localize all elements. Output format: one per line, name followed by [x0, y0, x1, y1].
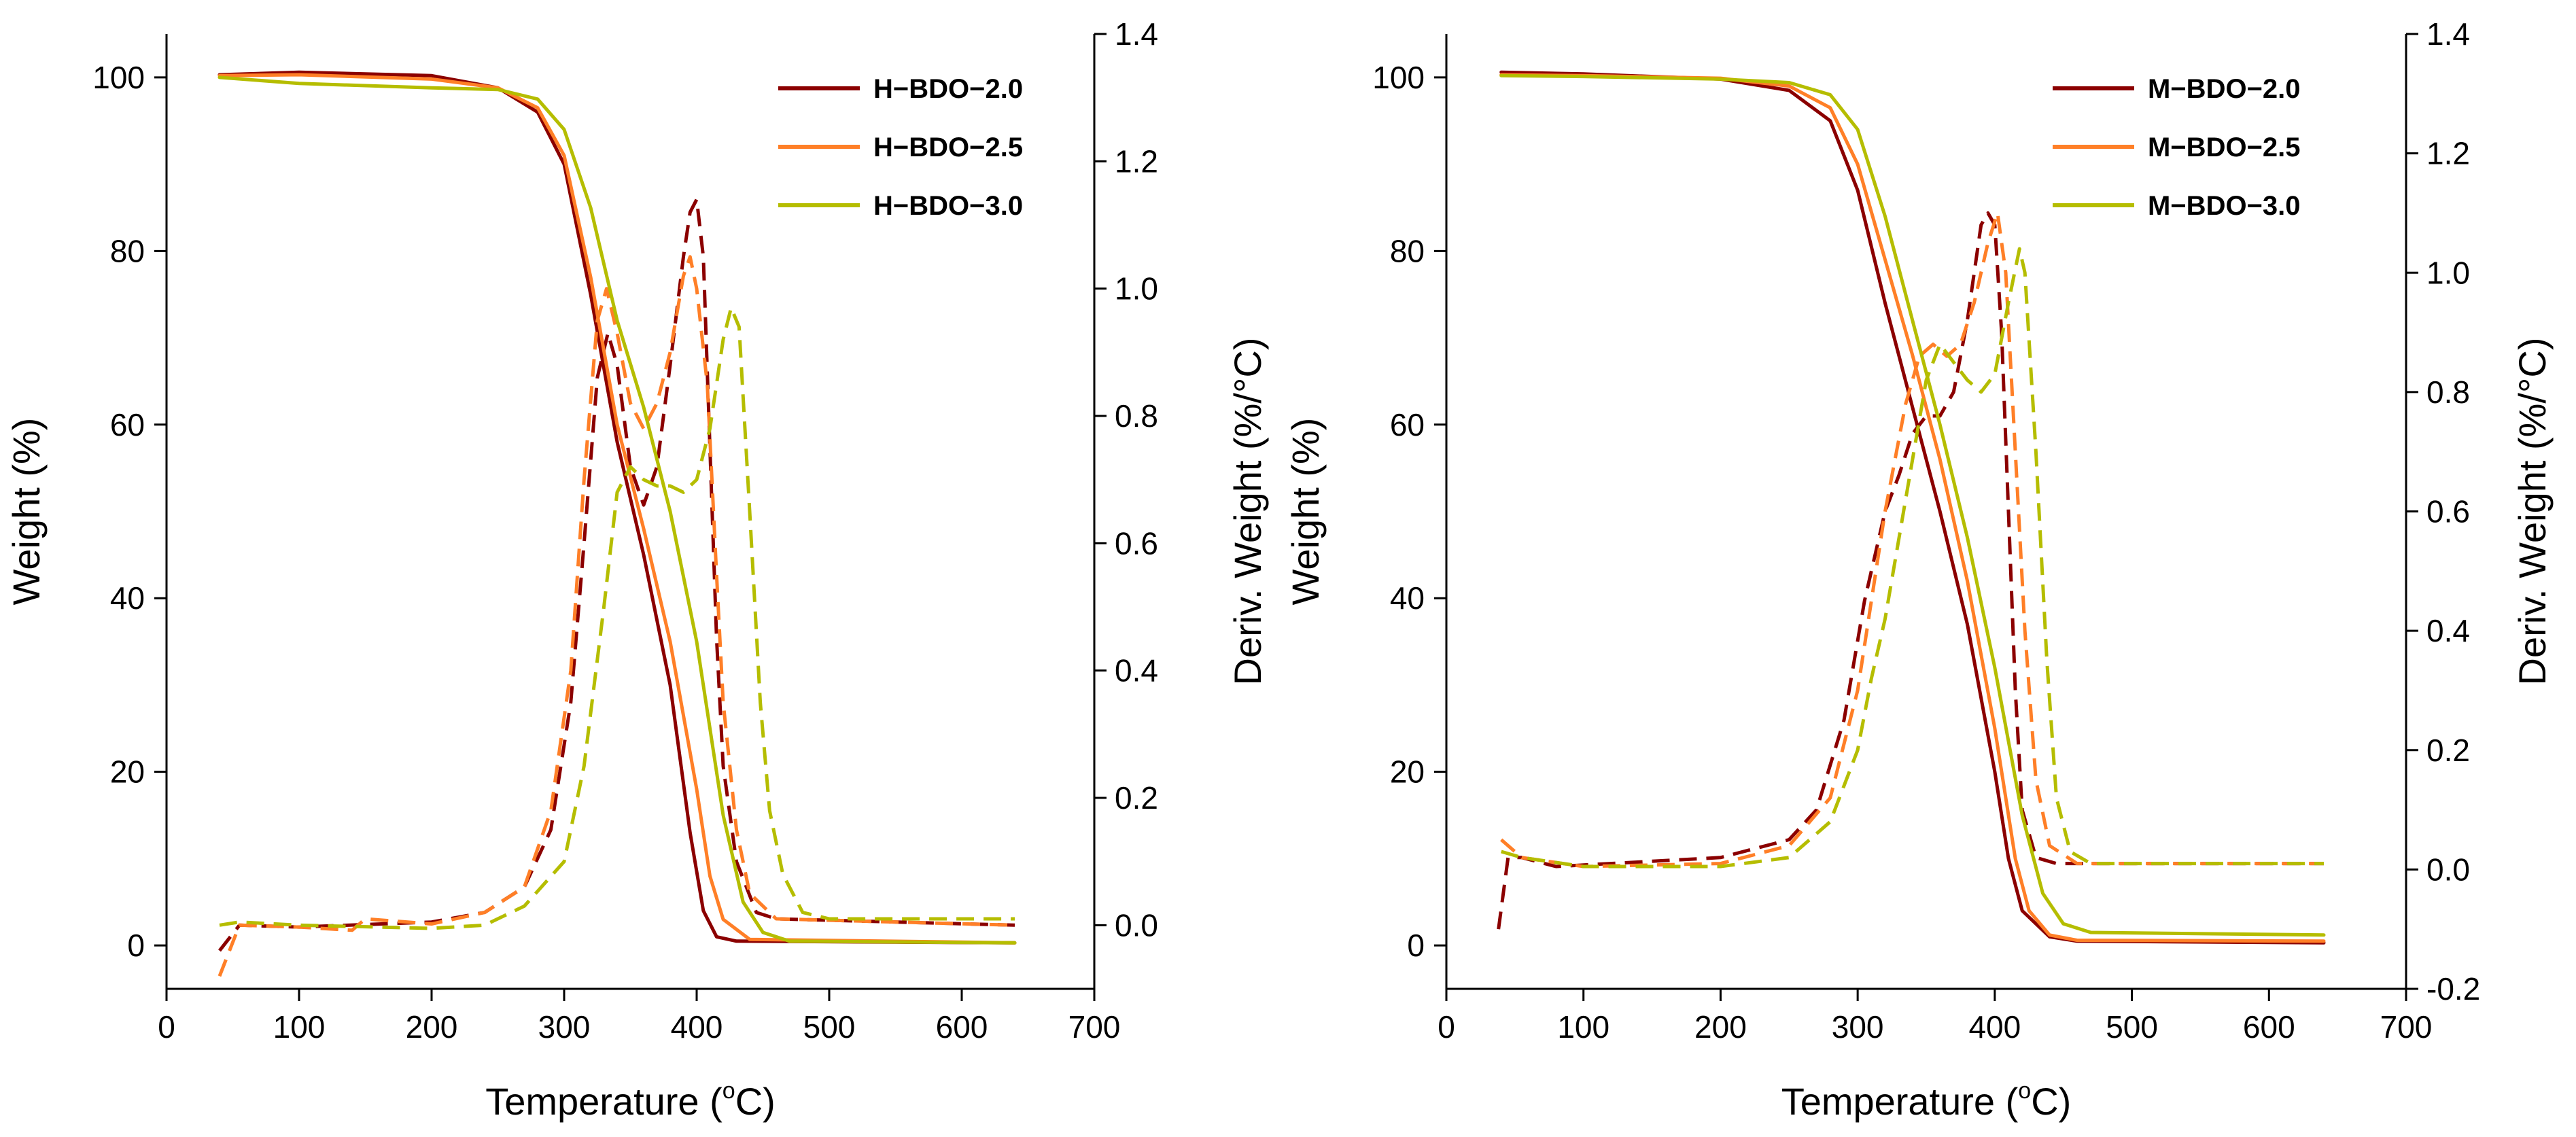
y2-tick-label: 0.8: [1115, 398, 1158, 434]
x-tick-label: 700: [2380, 1009, 2433, 1045]
weight-curve-1: [1499, 70, 2326, 945]
y2-tick-label: 0.6: [2426, 494, 2470, 529]
x-tick-label: 0: [1438, 1009, 1455, 1045]
x-tick-label: 300: [1832, 1009, 1884, 1045]
y-tick-label: 40: [1390, 580, 1425, 616]
x-axis-title: Temperature (oC): [485, 1078, 776, 1123]
y-axis-title: Weight (%): [1284, 418, 1327, 606]
legend-label-1: M−BDO−2.0: [2148, 74, 2301, 104]
weight-curve-3: [1499, 73, 2326, 937]
y-axis-title: Weight (%): [5, 418, 48, 606]
y2-tick-label: 0.4: [1115, 653, 1158, 688]
x-tick-label: 100: [273, 1009, 326, 1045]
y2-tick-label: 0.6: [1115, 525, 1158, 561]
x-tick-label: 700: [1068, 1009, 1121, 1045]
y-tick-label: 60: [110, 407, 145, 442]
y2-tick-label: 0.0: [1115, 907, 1158, 943]
y2-tick-label: 0.0: [2426, 852, 2470, 887]
weight-curve-2: [217, 73, 1017, 945]
x-tick-label: 600: [2243, 1009, 2295, 1045]
y-tick-label: 0: [1407, 928, 1425, 963]
legend-label-1: H−BDO−2.0: [873, 74, 1023, 104]
weight-curve-3: [217, 75, 1017, 945]
y2-tick-label: 0.2: [1115, 780, 1158, 816]
y2-tick-label: -0.2: [2426, 971, 2480, 1007]
x-tick-label: 600: [936, 1009, 988, 1045]
y2-tick-label: 1.2: [1115, 143, 1158, 179]
x-tick-label: 300: [538, 1009, 591, 1045]
weight-curve-1: [217, 70, 1017, 945]
legend-label-3: M−BDO−3.0: [2148, 191, 2301, 221]
x-tick-label: 100: [1557, 1009, 1609, 1045]
derivative-curve-3: [1501, 247, 2324, 869]
y2-tick-label: 0.8: [2426, 374, 2470, 410]
derivative-curve-1: [218, 198, 1015, 952]
y-tick-label: 0: [127, 928, 145, 963]
derivative-curve-2: [1500, 211, 2324, 869]
y2-tick-label: 1.2: [2426, 136, 2470, 171]
y2-tick-label: 1.4: [1115, 16, 1158, 52]
y2-tick-label: 1.0: [2426, 255, 2470, 290]
y2-axis-title: Deriv. Weight (%/°C): [2511, 338, 2554, 686]
x-tick-label: 400: [1968, 1009, 2021, 1045]
derivative-curve-1: [1497, 211, 2324, 930]
x-tick-label: 200: [406, 1009, 458, 1045]
derivative-curve-2: [217, 255, 1015, 977]
y2-axis-title: Deriv. Weight (%/°C): [1226, 338, 1269, 686]
y2-tick-label: 0.2: [2426, 733, 2470, 768]
right-chart-panel: 0 100 200 300 400 500 600 700 0 20 40 60 80 100 -0.2 0.…: [1284, 16, 2554, 1123]
derivative-curve-3: [219, 306, 1015, 930]
legend-label-2: M−BDO−2.5: [2148, 133, 2301, 162]
y-tick-label: 20: [1390, 754, 1425, 790]
x-tick-label: 500: [803, 1009, 856, 1045]
x-axis-title: Temperature (oC): [1781, 1078, 2072, 1123]
y-tick-label: 80: [1390, 233, 1425, 268]
y-tick-label: 100: [1372, 60, 1425, 95]
y-tick-label: 40: [110, 580, 145, 616]
y-tick-label: 100: [92, 60, 145, 95]
legend-label-2: H−BDO−2.5: [873, 133, 1023, 162]
x-tick-label: 200: [1694, 1009, 1747, 1045]
left-chart-panel: 0 100 200 300 400 500 600 700 0 20 40 60 80 100 0.0 0.2…: [5, 16, 1269, 1123]
x-tick-label: 0: [158, 1009, 175, 1045]
y2-tick-label: 1.0: [1115, 271, 1158, 307]
y2-tick-label: 1.4: [2426, 16, 2470, 52]
y2-tick-label: 0.4: [2426, 613, 2470, 648]
legend-label-3: H−BDO−3.0: [873, 191, 1023, 221]
y-tick-label: 80: [110, 233, 145, 268]
y-tick-label: 20: [110, 754, 145, 790]
x-tick-label: 400: [671, 1009, 723, 1045]
y-tick-label: 60: [1390, 407, 1425, 442]
x-tick-label: 500: [2106, 1009, 2158, 1045]
